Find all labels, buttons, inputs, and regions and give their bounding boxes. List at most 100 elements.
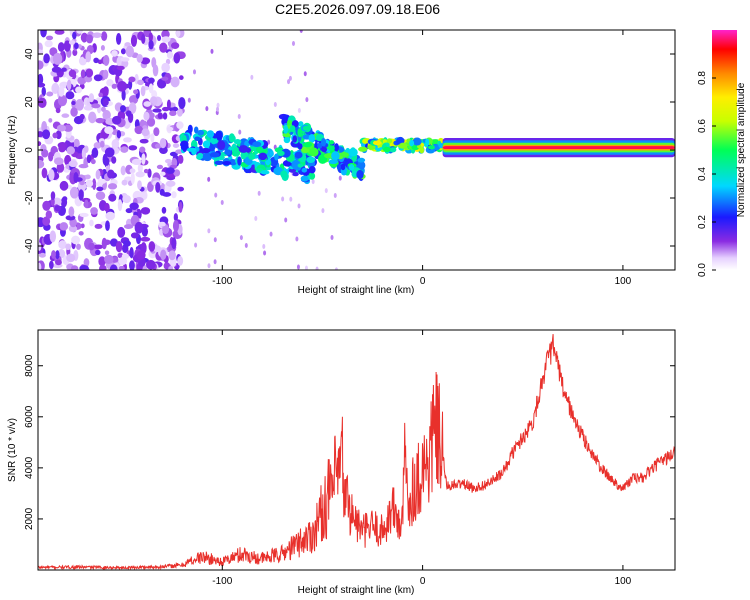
colorbar-tick-label: 0.6 — [697, 119, 708, 133]
x-tick-label: 100 — [615, 276, 632, 287]
heatmap-cell — [58, 85, 65, 97]
heatmap-cell — [42, 200, 51, 211]
heatmap-cell — [57, 94, 68, 107]
heatmap-cell — [320, 138, 327, 147]
heatmap-cell — [412, 137, 422, 146]
heatmap-cell — [357, 157, 366, 163]
heatmap-cell — [79, 113, 85, 120]
heatmap-cell — [131, 158, 142, 165]
heatmap-cell — [141, 34, 146, 44]
heatmap-cell — [239, 235, 243, 241]
heatmap-cell — [300, 175, 309, 182]
heatmap-cell — [152, 64, 159, 77]
heatmap-cell — [56, 162, 65, 173]
heatmap-cell — [283, 124, 288, 134]
heatmap-cell — [297, 127, 303, 138]
heatmap-cell — [338, 175, 342, 181]
heatmap-cell — [118, 265, 125, 270]
heatmap-cell — [73, 138, 80, 149]
heatmap-cell — [85, 68, 94, 78]
heatmap-cell — [140, 85, 146, 97]
heatmap-cell — [42, 129, 51, 140]
heatmap-cell — [258, 152, 268, 161]
heatmap-cell — [425, 138, 430, 146]
heatmap-cell — [244, 140, 250, 148]
heatmap-cell — [50, 191, 56, 200]
heatmap-cell — [72, 31, 77, 40]
heatmap-cell — [169, 110, 177, 117]
heatmap-cell — [238, 145, 249, 153]
heatmap-cell — [162, 112, 168, 120]
heatmap-cell — [419, 146, 425, 154]
heatmap-cell — [48, 118, 53, 123]
heatmap-cell — [45, 210, 53, 219]
heatmap-cell — [254, 216, 258, 222]
heatmap-cell — [172, 143, 180, 148]
heatmap-cell — [43, 53, 50, 64]
x-tick-label: 0 — [420, 276, 426, 287]
heatmap-cell — [196, 152, 204, 160]
heatmap-cell — [321, 208, 325, 214]
heatmap-cell — [69, 186, 79, 199]
heatmap-cell — [162, 224, 170, 235]
spectrogram-panel: -100 0 100 -40 -20 0 20 40 Height of straight … — [7, 29, 676, 296]
heatmap-cell — [120, 165, 126, 176]
heatmap-cell — [52, 52, 63, 65]
heatmap-cell — [292, 171, 299, 177]
heatmap-cell — [176, 121, 184, 130]
heatmap-cell — [281, 196, 285, 202]
heatmap-cell — [305, 97, 309, 103]
heatmap-cell — [117, 80, 127, 92]
snr-frame — [37, 329, 676, 571]
heatmap-cell — [75, 98, 85, 111]
heatmap-cell — [216, 106, 220, 112]
heatmap-cell — [238, 129, 242, 135]
heatmap-cell — [54, 205, 62, 212]
colorbar-tick-label: 0.2 — [697, 215, 708, 229]
y-tick-label: 4000 — [24, 456, 35, 479]
heatmap-cell — [93, 244, 104, 250]
heatmap-cell — [263, 250, 267, 256]
heatmap-cell — [118, 257, 128, 266]
heatmap-cell — [68, 225, 78, 233]
heatmap-cell — [111, 156, 117, 164]
x-tick-label: -100 — [212, 576, 232, 587]
heatmap-cell — [38, 252, 46, 258]
heatmap-cell — [99, 140, 105, 148]
heatmap-cell — [171, 237, 177, 250]
heatmap-cell — [161, 76, 169, 81]
snr-y-ticks: 2000 4000 6000 8000 — [24, 354, 675, 530]
heatmap-cell — [117, 199, 123, 212]
heatmap-cell — [74, 42, 79, 50]
heatmap-cell — [224, 149, 232, 156]
heatmap-cell — [140, 236, 151, 242]
heatmap-cell — [128, 145, 138, 151]
heatmap-cell — [117, 226, 125, 238]
heatmap-cell — [107, 169, 115, 179]
y-tick-label: 6000 — [24, 405, 35, 428]
heatmap-cell — [330, 235, 334, 241]
colorbar-tick-label: 0.0 — [697, 263, 708, 277]
heatmap-cell — [304, 265, 308, 270]
heatmap-cell — [197, 129, 205, 136]
heatmap-cell — [55, 259, 62, 266]
x-tick-label: 100 — [615, 576, 632, 587]
heatmap-cell — [56, 124, 67, 132]
heatmap-cell — [133, 89, 139, 95]
heatmap-cell — [283, 136, 291, 144]
heatmap-cell — [92, 178, 97, 191]
heatmap-cell — [63, 40, 71, 52]
heatmap-cell — [173, 213, 178, 222]
heatmap-cell — [123, 137, 132, 143]
heatmap-cell — [166, 99, 171, 110]
heatmap-cell — [95, 117, 105, 124]
heatmap-cell — [123, 224, 134, 230]
heatmap-cell — [86, 34, 94, 44]
heatmap-cell — [124, 42, 131, 47]
heatmap-cell — [295, 236, 299, 242]
heatmap-cell — [308, 133, 316, 143]
heatmap-cell — [59, 180, 69, 191]
heatmap-cell — [328, 159, 338, 164]
heatmap-cell — [324, 188, 328, 194]
